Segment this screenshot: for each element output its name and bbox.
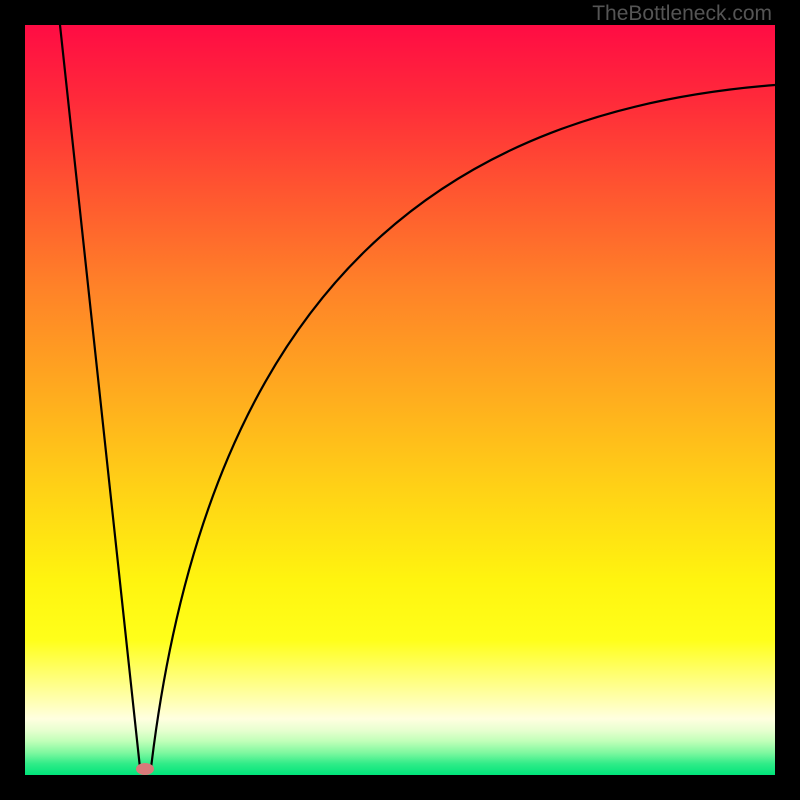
curve-right-branch: [151, 85, 775, 768]
attribution-text: TheBottleneck.com: [592, 2, 772, 26]
chart-frame: [0, 0, 800, 800]
bottleneck-curve: [25, 25, 775, 775]
plot-area: [25, 25, 775, 775]
vertex-marker: [136, 763, 154, 775]
curve-left-branch: [60, 25, 140, 768]
